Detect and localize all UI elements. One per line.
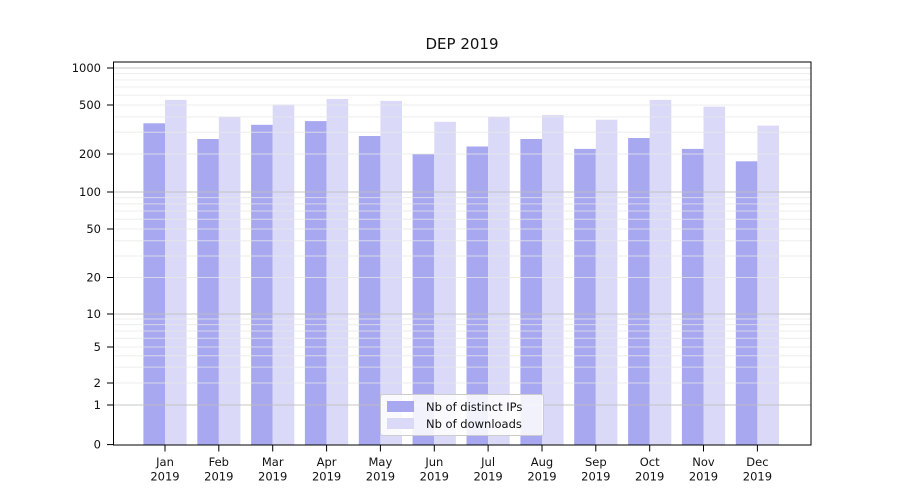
bar-downloads-jan	[165, 99, 187, 445]
legend: Nb of distinct IPs Nb of downloads	[380, 394, 544, 436]
x-tick-label: Oct 2019	[635, 455, 664, 484]
legend-swatch-distinct-ips	[387, 401, 414, 412]
bar-downloads-mar	[272, 104, 295, 445]
bar-distinct-ips-jun	[412, 154, 435, 445]
bar-distinct-ips-may	[358, 136, 381, 445]
x-tick-label: Nov 2019	[689, 455, 718, 484]
x-tick-label: Mar 2019	[258, 455, 287, 484]
y-tick-label: 20	[86, 271, 101, 285]
bar-downloads-aug	[542, 115, 564, 445]
y-tick-label: 2	[94, 376, 101, 390]
bar-distinct-ips-sep	[574, 148, 596, 445]
bar-downloads-sep	[595, 119, 618, 445]
bar-distinct-ips-apr	[304, 121, 327, 445]
y-tick-label: 50	[86, 222, 101, 236]
bar-distinct-ips-jul	[466, 146, 489, 445]
x-tick-label: Jan 2019	[150, 455, 179, 484]
legend-item-downloads: Nb of downloads	[387, 416, 537, 431]
bar-downloads-oct	[649, 99, 672, 445]
x-tick-label: Apr 2019	[312, 455, 341, 484]
x-tick-label: Dec 2019	[743, 455, 772, 484]
x-tick-label: Feb 2019	[204, 455, 233, 484]
bar-downloads-dec	[757, 125, 779, 445]
x-tick-label: Sep 2019	[581, 455, 610, 484]
y-tick-label: 1000	[72, 61, 101, 75]
bar-downloads-jul	[488, 116, 510, 445]
legend-item-distinct-ips: Nb of distinct IPs	[387, 399, 537, 414]
y-tick-label: 100	[79, 185, 101, 199]
bar-downloads-jun	[434, 121, 456, 445]
bar-downloads-feb	[218, 116, 241, 445]
legend-label-distinct-ips: Nb of distinct IPs	[426, 399, 523, 414]
x-tick-label: Aug 2019	[527, 455, 556, 484]
bar-distinct-ips-jan	[143, 123, 165, 445]
x-tick-label: Jun 2019	[420, 455, 449, 484]
y-tick-label: 10	[86, 307, 101, 321]
y-tick-label: 5	[94, 340, 101, 354]
bar-downloads-nov	[703, 106, 726, 445]
legend-swatch-downloads	[387, 418, 414, 429]
x-tick-label: Jul 2019	[473, 455, 502, 484]
x-tick-label: May 2019	[366, 455, 395, 484]
bar-distinct-ips-nov	[681, 148, 704, 445]
bar-downloads-apr	[326, 99, 349, 445]
y-tick-label: 1	[94, 398, 101, 412]
y-tick-label: 0	[94, 438, 101, 452]
bar-distinct-ips-mar	[251, 124, 273, 445]
y-tick-label: 500	[79, 98, 101, 112]
bar-distinct-ips-oct	[628, 138, 650, 445]
y-tick-label: 200	[79, 147, 101, 161]
plot-border	[113, 61, 812, 446]
bar-distinct-ips-feb	[197, 139, 219, 445]
bar-distinct-ips-dec	[735, 161, 758, 445]
chart-title: DEP 2019	[425, 35, 499, 53]
bar-distinct-ips-aug	[520, 139, 542, 445]
legend-label-downloads: Nb of downloads	[426, 416, 522, 431]
bar-downloads-may	[380, 100, 402, 445]
